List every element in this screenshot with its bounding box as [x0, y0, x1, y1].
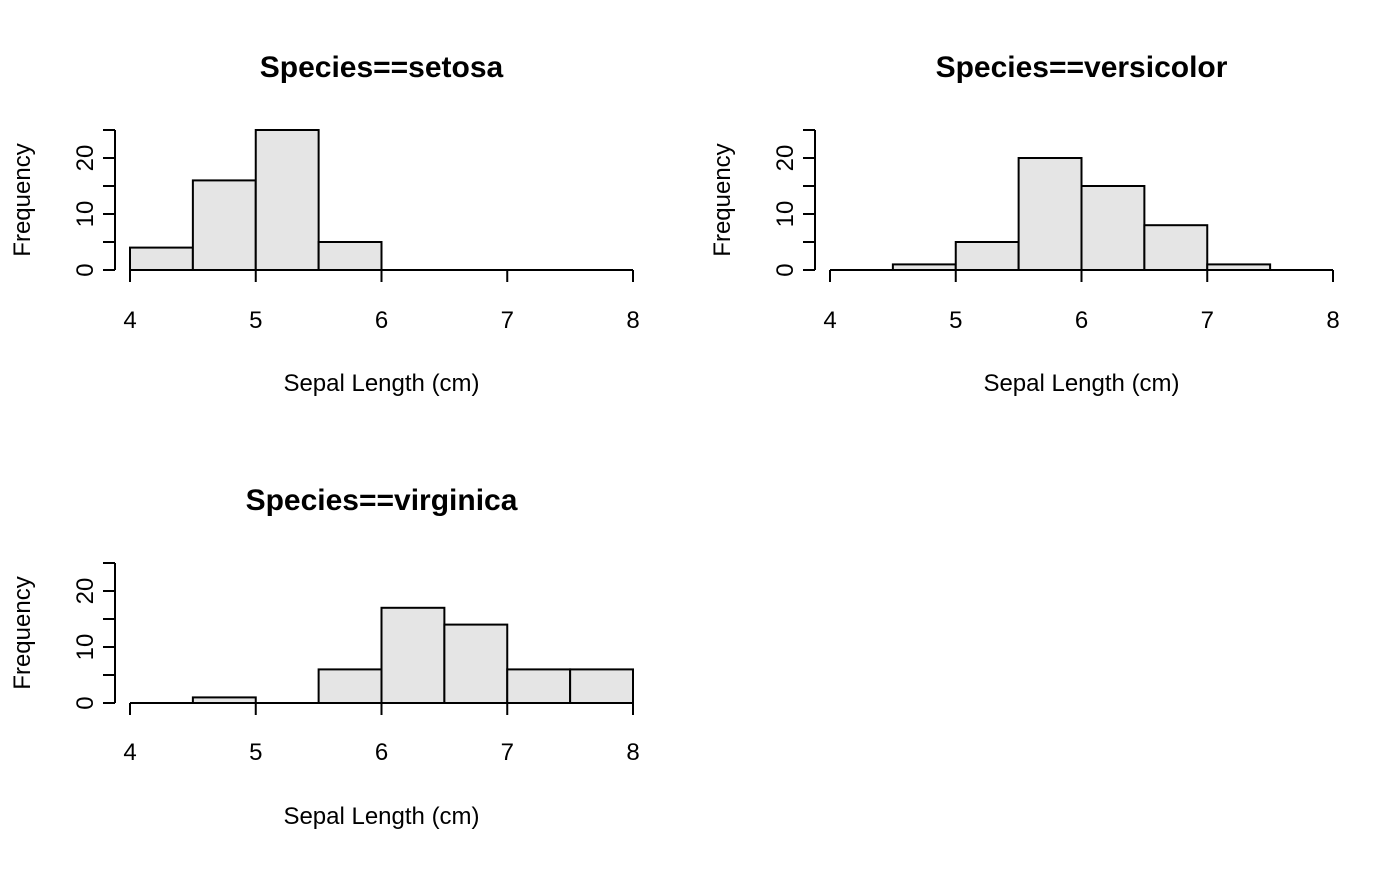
histogram-bar [317, 668, 383, 705]
y-tick-label: 0 [72, 263, 99, 276]
x-tick-label: 8 [626, 739, 639, 766]
y-axis-label: Frequency [9, 576, 36, 689]
histogram-bar [317, 241, 383, 271]
x-axis-label: Sepal Length (cm) [283, 370, 479, 397]
histogram-panel-2: Species==versicolor 4 5 6 7 8 0 10 20 Sepal Lengt… [709, 51, 1340, 397]
x-tick-label: 6 [375, 307, 388, 334]
x-tick-label: 7 [1201, 307, 1214, 334]
y-axis-label: Frequency [709, 143, 736, 256]
y-tick-label: 0 [772, 263, 799, 276]
x-tick-label: 8 [1326, 307, 1339, 334]
y-tick-label: 10 [772, 201, 799, 228]
x-tick-label: 4 [123, 739, 136, 766]
y-tick-label: 10 [72, 634, 99, 661]
histogram-panel-1: Species==setosa 4 5 6 7 8 0 10 20 Sepal Length (c… [9, 51, 640, 397]
x-tick-label: 4 [823, 307, 836, 334]
histogram-bar [506, 668, 572, 705]
y-tick-label: 20 [72, 578, 99, 605]
x-axis-label: Sepal Length (cm) [283, 803, 479, 830]
x-tick-label: 6 [375, 739, 388, 766]
y-axis-label: Frequency [9, 143, 36, 256]
panel-title: Species==setosa [260, 51, 504, 84]
histogram-panel-3: Species==virginica 4 5 6 7 8 0 10 20 Sepal Length… [9, 484, 640, 830]
x-tick-label: 8 [626, 307, 639, 334]
x-tick-label: 5 [249, 307, 262, 334]
x-tick-label: 4 [123, 307, 136, 334]
histogram-bar [380, 606, 446, 704]
y-tick-label: 0 [72, 696, 99, 709]
x-tick-label: 5 [949, 307, 962, 334]
x-tick-label: 6 [1075, 307, 1088, 334]
histogram-bar [1143, 224, 1209, 271]
x-tick-label: 7 [501, 307, 514, 334]
histogram-bar [191, 179, 257, 271]
y-tick-label: 20 [772, 145, 799, 172]
x-tick-label: 7 [501, 739, 514, 766]
panel-title: Species==virginica [246, 484, 518, 517]
panel-title: Species==versicolor [936, 51, 1228, 84]
y-tick-label: 20 [72, 145, 99, 172]
histogram-bar [443, 623, 509, 704]
x-tick-label: 5 [249, 739, 262, 766]
y-tick-label: 10 [72, 201, 99, 228]
x-axis-label: Sepal Length (cm) [983, 370, 1179, 397]
histogram-bar [569, 668, 634, 705]
histogram-bar [1080, 185, 1146, 271]
histogram-bar [254, 129, 320, 271]
histogram-bar [1017, 157, 1083, 271]
histogram-bar [954, 241, 1020, 271]
histogram-bar [129, 246, 194, 272]
